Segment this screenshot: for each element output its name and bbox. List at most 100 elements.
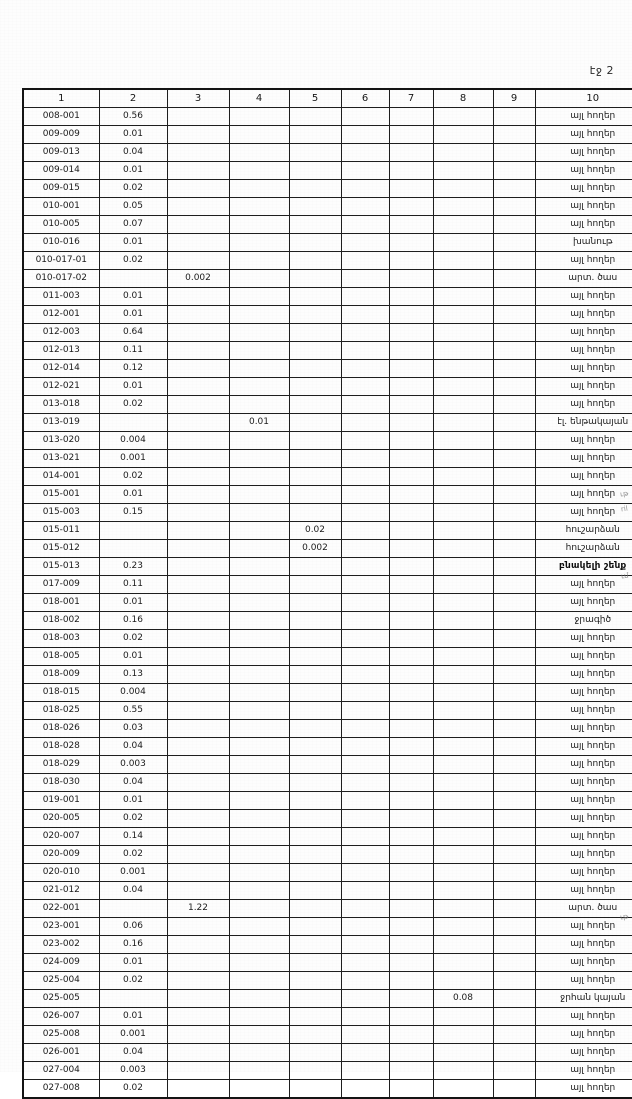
value-cell-col6 bbox=[340, 863, 390, 882]
table-row: 018-001 0.01 այլ հողեր bbox=[22, 593, 632, 612]
land-use-cell: այլ հողեր bbox=[534, 323, 632, 342]
table-row: 018-005 0.01 այլ հողեր bbox=[22, 647, 632, 666]
value-cell-col4 bbox=[228, 755, 290, 774]
value-cell-col5 bbox=[288, 161, 342, 180]
value-cell-col3 bbox=[166, 179, 230, 198]
value-cell-col8 bbox=[432, 557, 494, 576]
value-cell-col5 bbox=[288, 665, 342, 684]
value-cell-col9 bbox=[492, 647, 536, 666]
value-cell-col4 bbox=[228, 485, 290, 504]
land-use-cell: այլ հողեր bbox=[534, 665, 632, 684]
land-use-cell: այլ հողեր bbox=[534, 917, 632, 936]
value-cell-col9 bbox=[492, 665, 536, 684]
value-cell-col4 bbox=[228, 1007, 290, 1026]
value-cell-col7 bbox=[388, 881, 434, 900]
value-cell-col5 bbox=[288, 341, 342, 360]
value-cell-col4 bbox=[228, 143, 290, 162]
value-cell-col3 bbox=[166, 953, 230, 972]
value-cell-col7 bbox=[388, 485, 434, 504]
value-cell-col3 bbox=[166, 377, 230, 396]
value-cell-col3 bbox=[166, 359, 230, 378]
value-cell-col3 bbox=[166, 755, 230, 774]
value-cell-col5 bbox=[288, 287, 342, 306]
value-cell-col2: 0.11 bbox=[98, 575, 168, 594]
land-use-cell: այլ հողեր bbox=[534, 359, 632, 378]
value-cell-col6 bbox=[340, 233, 390, 252]
value-cell-col3 bbox=[166, 989, 230, 1008]
parcel-code-cell: 014-001 bbox=[22, 467, 100, 486]
parcel-code-cell: 025-005 bbox=[22, 989, 100, 1008]
value-cell-col7 bbox=[388, 413, 434, 432]
value-cell-col8 bbox=[432, 359, 494, 378]
value-cell-col2: 0.02 bbox=[98, 845, 168, 864]
value-cell-col3 bbox=[166, 557, 230, 576]
value-cell-col9 bbox=[492, 827, 536, 846]
value-cell-col9 bbox=[492, 539, 536, 558]
land-use-cell: այլ հողեր bbox=[534, 197, 632, 216]
value-cell-col3 bbox=[166, 719, 230, 738]
value-cell-col9 bbox=[492, 197, 536, 216]
value-cell-col2: 0.01 bbox=[98, 953, 168, 972]
value-cell-col2: 0.04 bbox=[98, 143, 168, 162]
land-use-cell: այլ հողեր bbox=[534, 161, 632, 180]
parcel-code-cell: 017-009 bbox=[22, 575, 100, 594]
value-cell-col9 bbox=[492, 845, 536, 864]
table-row: 012-013 0.11 այլ հողեր bbox=[22, 341, 632, 360]
value-cell-col6 bbox=[340, 611, 390, 630]
value-cell-col8 bbox=[432, 773, 494, 792]
value-cell-col3 bbox=[166, 503, 230, 522]
value-cell-col4 bbox=[228, 881, 290, 900]
value-cell-col2: 0.12 bbox=[98, 359, 168, 378]
parcel-code-cell: 015-012 bbox=[22, 539, 100, 558]
land-use-cell: այլ հողեր bbox=[534, 449, 632, 468]
value-cell-col7 bbox=[388, 683, 434, 702]
value-cell-col4 bbox=[228, 125, 290, 144]
value-cell-col2: 0.01 bbox=[98, 287, 168, 306]
land-use-cell: այլ հողեր bbox=[534, 143, 632, 162]
parcel-code-cell: 018-005 bbox=[22, 647, 100, 666]
value-cell-col2 bbox=[98, 269, 168, 288]
value-cell-col3 bbox=[166, 1079, 230, 1099]
value-cell-col9 bbox=[492, 125, 536, 144]
value-cell-col4 bbox=[228, 197, 290, 216]
value-cell-col5 bbox=[288, 953, 342, 972]
value-cell-col6 bbox=[340, 359, 390, 378]
value-cell-col6 bbox=[340, 593, 390, 612]
value-cell-col7 bbox=[388, 755, 434, 774]
value-cell-col2: 0.01 bbox=[98, 1007, 168, 1026]
value-cell-col6 bbox=[340, 539, 390, 558]
table-row: 025-004 0.02 այլ հողեր bbox=[22, 971, 632, 990]
table-row: 015-011 0.02 հուշարձան bbox=[22, 521, 632, 540]
value-cell-col3 bbox=[166, 971, 230, 990]
table-row: 020-005 0.02 այլ հողեր bbox=[22, 809, 632, 828]
value-cell-col9 bbox=[492, 791, 536, 810]
value-cell-col4 bbox=[228, 467, 290, 486]
land-use-cell: այլ հողեր bbox=[534, 683, 632, 702]
parcel-code-cell: 012-014 bbox=[22, 359, 100, 378]
value-cell-col5 bbox=[288, 1007, 342, 1026]
value-cell-col7 bbox=[388, 395, 434, 414]
value-cell-col3 bbox=[166, 701, 230, 720]
value-cell-col6 bbox=[340, 629, 390, 648]
value-cell-col6 bbox=[340, 665, 390, 684]
value-cell-col8 bbox=[432, 683, 494, 702]
value-cell-col2: 0.07 bbox=[98, 215, 168, 234]
value-cell-col5 bbox=[288, 179, 342, 198]
value-cell-col3 bbox=[166, 395, 230, 414]
value-cell-col2: 0.01 bbox=[98, 377, 168, 396]
value-cell-col2 bbox=[98, 899, 168, 918]
value-cell-col3 bbox=[166, 107, 230, 126]
value-cell-col2: 0.16 bbox=[98, 611, 168, 630]
value-cell-col8 bbox=[432, 719, 494, 738]
parcel-code-cell: 018-029 bbox=[22, 755, 100, 774]
value-cell-col8 bbox=[432, 701, 494, 720]
value-cell-col2: 0.01 bbox=[98, 593, 168, 612]
value-cell-col6 bbox=[340, 773, 390, 792]
value-cell-col4 bbox=[228, 971, 290, 990]
parcel-code-cell: 012-013 bbox=[22, 341, 100, 360]
value-cell-col5 bbox=[288, 305, 342, 324]
value-cell-col5 bbox=[288, 395, 342, 414]
value-cell-col7 bbox=[388, 431, 434, 450]
value-cell-col5 bbox=[288, 1079, 342, 1099]
value-cell-col3 bbox=[166, 647, 230, 666]
